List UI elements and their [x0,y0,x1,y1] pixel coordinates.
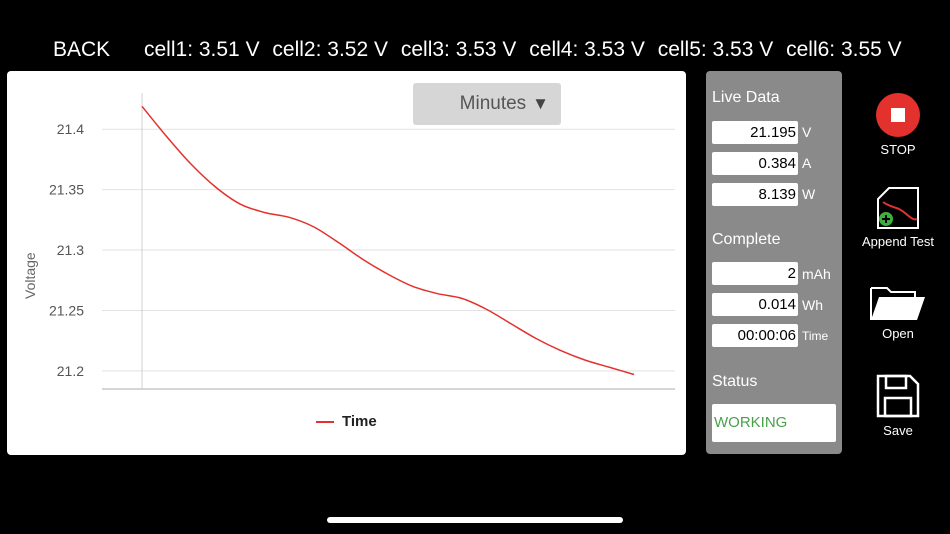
open-label: Open [882,326,914,341]
current-unit: A [802,155,812,171]
save-icon [876,374,920,418]
y-tick-label-4: 21.2 [57,363,84,379]
current-field: 0.384 [712,152,798,175]
cell-voltage-4: cell4: 3.53 V [529,38,645,61]
power-unit: W [802,186,816,202]
cell-voltage-2: cell2: 3.52 V [272,38,388,61]
stop-label: STOP [880,142,916,157]
cell-voltage-5: cell5: 3.53 V [657,38,774,61]
y-axis-label: Voltage [22,252,38,299]
y-tick-label-3: 21.25 [49,302,84,318]
series-line-0 [141,105,635,376]
home-indicator [327,517,623,523]
append-test-label: Append Test [861,234,935,249]
live-data-title: Live Data [712,89,780,106]
folder-icon [870,287,925,320]
energy-wh-field: 0.014 [712,293,798,316]
complete-title: Complete [712,231,781,248]
energy-wh-unit: Wh [802,297,823,313]
y-tick-label-2: 21.3 [57,242,84,258]
voltage-unit: V [802,124,812,140]
elapsed-time-unit: Time [802,329,829,343]
power-field: 8.139 [712,183,798,206]
time-unit-dropdown[interactable]: Minutes ▼ [413,83,561,125]
cell-voltage-3: cell3: 3.53 V [400,38,517,61]
back-button[interactable]: BACK [53,38,111,61]
dropdown-label: Minutes [459,93,527,114]
chevron-down-icon: ▼ [532,94,549,113]
top-bar: BACK cell1: 3.51 V cell2: 3.52 V cell3: … [0,36,950,66]
capacity-mah-unit: mAh [802,266,831,282]
cell-voltages: cell1: 3.51 V cell2: 3.52 V cell3: 3.53 … [144,38,909,62]
status-badge: WORKING [712,404,836,442]
capacity-mah-field: 2 [712,262,798,285]
elapsed-time-field: 00:00:06 [712,324,798,347]
append-chart-icon [877,187,919,229]
chart-panel: 21.4 21.35 21.3 21.25 21.2 Voltage Minutes ▼… [7,71,686,455]
data-panel: Live Data 21.195 V 0.384 A 8.139 W Compl… [706,71,842,454]
chart-legend: Time [316,413,377,430]
status-title: Status [712,373,758,390]
stop-icon [876,93,920,137]
save-label: Save [883,423,913,438]
cell-voltage-1: cell1: 3.51 V [144,38,260,61]
open-button[interactable]: Open [848,284,948,341]
append-test-button[interactable]: Append Test [848,186,948,249]
stop-button[interactable]: STOP [848,92,948,157]
voltage-chart: 21.4 21.35 21.3 21.25 21.2 [49,93,675,390]
y-tick-label-1: 21.35 [49,182,84,198]
save-button[interactable]: Save [848,373,948,438]
voltage-field: 21.195 [712,121,798,144]
legend-label: Time [342,413,377,430]
cell-voltage-6: cell6: 3.55 V [786,38,902,61]
legend-swatch [316,420,334,423]
y-tick-label-0: 21.4 [57,121,84,137]
